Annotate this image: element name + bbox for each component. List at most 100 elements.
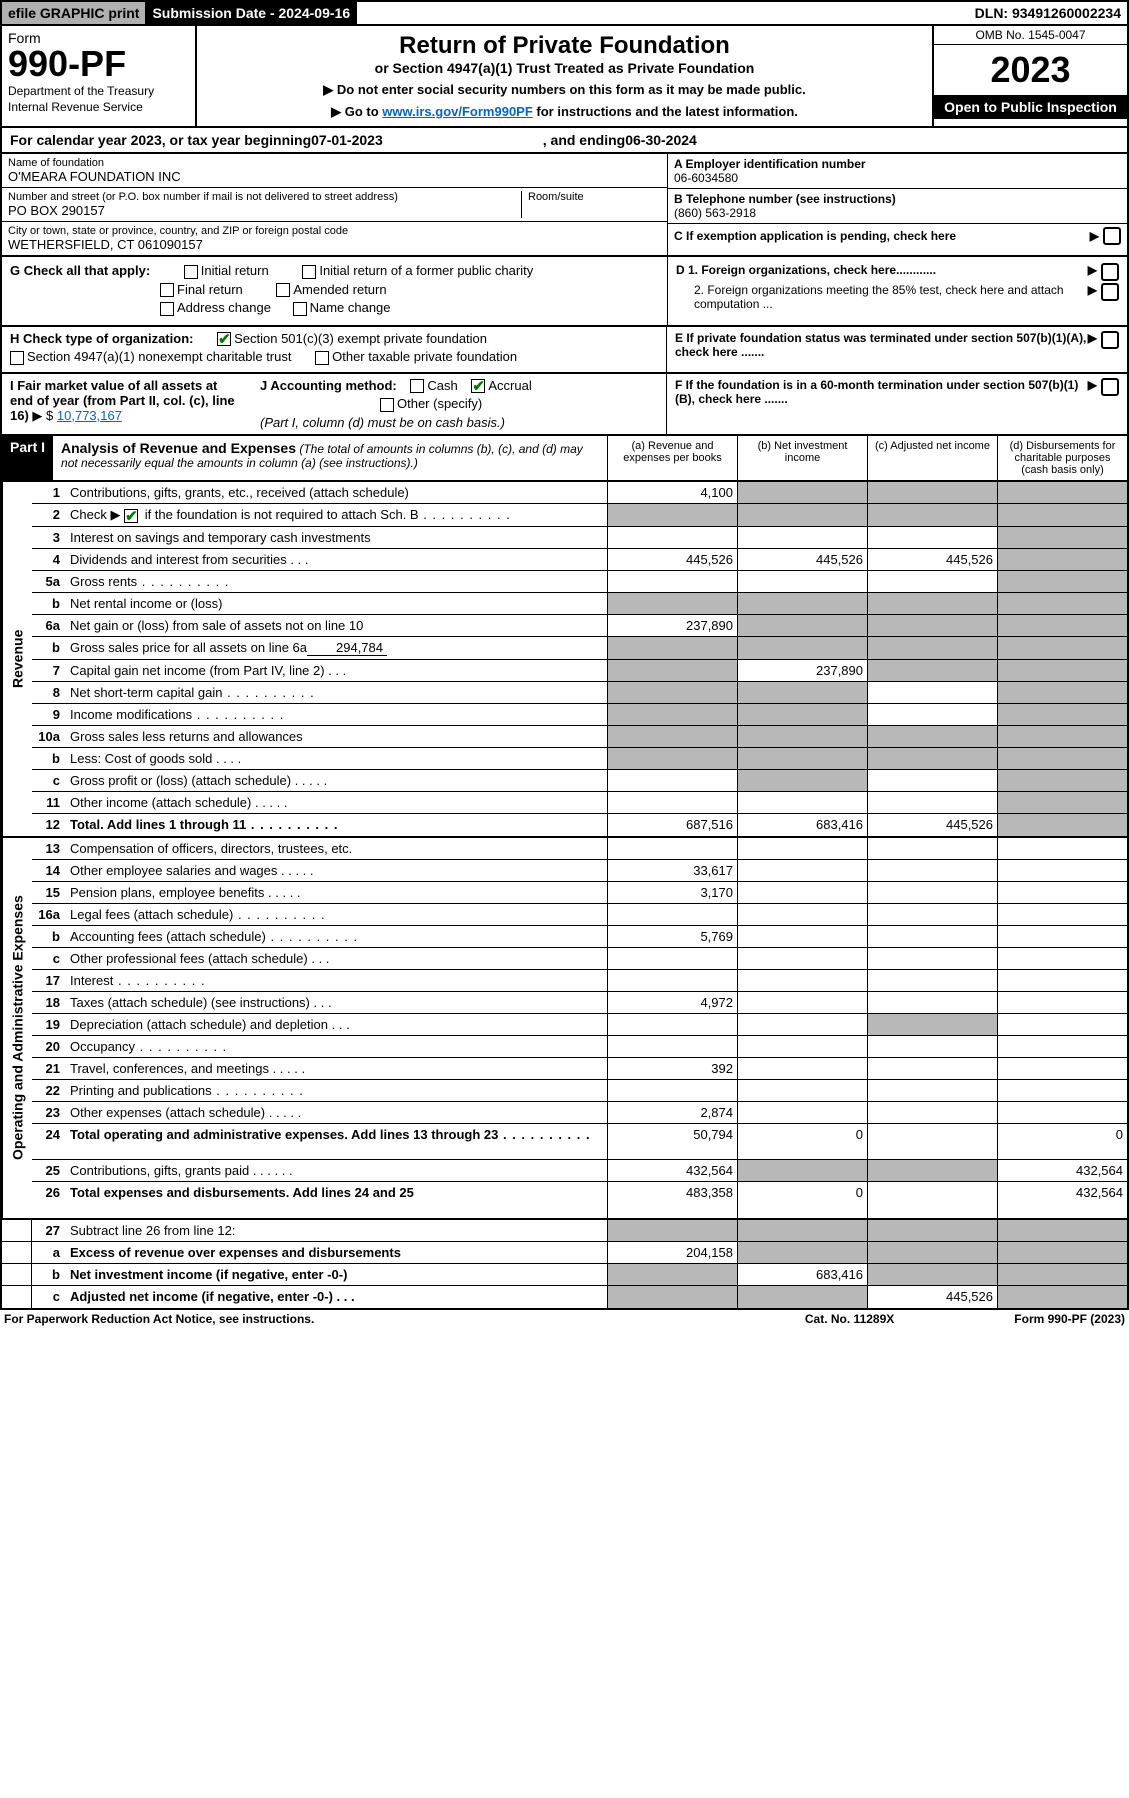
d1-checkbox[interactable] bbox=[1101, 263, 1119, 281]
entity-section: Name of foundation O'MEARA FOUNDATION IN… bbox=[0, 154, 1129, 257]
cal-end: 06-30-2024 bbox=[625, 132, 697, 148]
revenue-section: Revenue 1Contributions, gifts, grants, e… bbox=[0, 482, 1129, 838]
line-8-num: 8 bbox=[32, 682, 66, 703]
line-5a-desc: Gross rents bbox=[66, 571, 607, 592]
line-6a-desc: Net gain or (loss) from sale of assets n… bbox=[66, 615, 607, 636]
opex-side-label: Operating and Administrative Expenses bbox=[2, 838, 32, 1218]
c-checkbox[interactable] bbox=[1103, 227, 1121, 245]
line-7-num: 7 bbox=[32, 660, 66, 681]
line-16c-desc: Other professional fees (attach schedule… bbox=[66, 948, 607, 969]
other-method-checkbox[interactable] bbox=[380, 398, 394, 412]
line-25-desc: Contributions, gifts, grants paid . . . … bbox=[66, 1160, 607, 1181]
cal-mid: , and ending bbox=[543, 132, 625, 148]
goto-post: for instructions and the latest informat… bbox=[533, 104, 798, 119]
final-return-checkbox[interactable] bbox=[160, 283, 174, 297]
line-12-num: 12 bbox=[32, 814, 66, 836]
line-14-desc: Other employee salaries and wages . . . … bbox=[66, 860, 607, 881]
line-27c-num: c bbox=[32, 1286, 66, 1308]
line-10b-desc: Less: Cost of goods sold . . . . bbox=[66, 748, 607, 769]
e-checkbox[interactable] bbox=[1101, 331, 1119, 349]
f-checkbox[interactable] bbox=[1101, 378, 1119, 396]
line-21-desc: Travel, conferences, and meetings . . . … bbox=[66, 1058, 607, 1079]
line-14-a: 33,617 bbox=[607, 860, 737, 881]
irs-link[interactable]: www.irs.gov/Form990PF bbox=[382, 104, 533, 119]
line-27b-desc: Net investment income (if negative, ente… bbox=[66, 1264, 607, 1285]
h-label: H Check type of organization: bbox=[10, 331, 193, 346]
line-21-num: 21 bbox=[32, 1058, 66, 1079]
line-10c-desc: Gross profit or (loss) (attach schedule)… bbox=[66, 770, 607, 791]
line-27b-b: 683,416 bbox=[737, 1264, 867, 1285]
line-16b-num: b bbox=[32, 926, 66, 947]
revenue-side-label: Revenue bbox=[2, 482, 32, 836]
amended-checkbox[interactable] bbox=[276, 283, 290, 297]
form-header: Form 990-PF Department of the Treasury I… bbox=[0, 26, 1129, 128]
name-change-label: Name change bbox=[310, 300, 391, 315]
cal-pre: For calendar year 2023, or tax year begi… bbox=[10, 132, 311, 148]
line-2-desc: Check ▶ if the foundation is not require… bbox=[66, 504, 607, 526]
line-23-a: 2,874 bbox=[607, 1102, 737, 1123]
dept-treasury: Department of the Treasury bbox=[8, 84, 189, 98]
addr-change-label: Address change bbox=[177, 300, 271, 315]
part1-label: Part I bbox=[2, 436, 53, 480]
other-tax-checkbox[interactable] bbox=[315, 351, 329, 365]
addr-change-checkbox[interactable] bbox=[160, 302, 174, 316]
line-17-desc: Interest bbox=[66, 970, 607, 991]
line-27c-c: 445,526 bbox=[867, 1286, 997, 1308]
top-bar: efile GRAPHIC print Submission Date - 20… bbox=[0, 0, 1129, 26]
s4947-checkbox[interactable] bbox=[10, 351, 24, 365]
s4947-label: Section 4947(a)(1) nonexempt charitable … bbox=[27, 349, 291, 364]
cal-begin: 07-01-2023 bbox=[311, 132, 383, 148]
line-26-num: 26 bbox=[32, 1182, 66, 1218]
line-12-desc: Total. Add lines 1 through 11 bbox=[66, 814, 607, 836]
goto-note: ▶ Go to www.irs.gov/Form990PF for instru… bbox=[203, 104, 926, 120]
line-16b-a: 5,769 bbox=[607, 926, 737, 947]
line-2-num: 2 bbox=[32, 504, 66, 526]
line-16b-desc: Accounting fees (attach schedule) bbox=[66, 926, 607, 947]
line-23-desc: Other expenses (attach schedule) . . . .… bbox=[66, 1102, 607, 1123]
line-18-desc: Taxes (attach schedule) (see instruction… bbox=[66, 992, 607, 1013]
i-arrow: ▶ $ bbox=[32, 408, 53, 423]
line-14-num: 14 bbox=[32, 860, 66, 881]
accrual-checkbox[interactable] bbox=[471, 379, 485, 393]
line-24-num: 24 bbox=[32, 1124, 66, 1159]
line-27a-num: a bbox=[32, 1242, 66, 1263]
line-8-desc: Net short-term capital gain bbox=[66, 682, 607, 703]
line-25-d: 432,564 bbox=[997, 1160, 1127, 1181]
schb-checkbox[interactable] bbox=[124, 509, 138, 523]
line-11-desc: Other income (attach schedule) . . . . . bbox=[66, 792, 607, 813]
line-16c-num: c bbox=[32, 948, 66, 969]
line-27a-desc: Excess of revenue over expenses and disb… bbox=[66, 1242, 607, 1263]
d2-checkbox[interactable] bbox=[1101, 283, 1119, 301]
line-12-c: 445,526 bbox=[867, 814, 997, 836]
cash-checkbox[interactable] bbox=[410, 379, 424, 393]
amended-label: Amended return bbox=[293, 282, 386, 297]
ij-section: I Fair market value of all assets at end… bbox=[0, 374, 1129, 436]
line-16a-num: 16a bbox=[32, 904, 66, 925]
line-24-a: 50,794 bbox=[607, 1124, 737, 1159]
s501-checkbox[interactable] bbox=[217, 332, 231, 346]
addr-label: Number and street (or P.O. box number if… bbox=[8, 191, 521, 203]
line-26-d: 432,564 bbox=[997, 1182, 1127, 1218]
line-17-num: 17 bbox=[32, 970, 66, 991]
irs-label: Internal Revenue Service bbox=[8, 100, 189, 114]
final-return-label: Final return bbox=[177, 282, 243, 297]
initial-former-checkbox[interactable] bbox=[302, 265, 316, 279]
efile-print-button[interactable]: efile GRAPHIC print bbox=[2, 2, 146, 24]
line-12-a: 687,516 bbox=[607, 814, 737, 836]
g-d-section: G Check all that apply: Initial return I… bbox=[0, 257, 1129, 327]
fmv-value[interactable]: 10,773,167 bbox=[57, 408, 122, 423]
line-10b-num: b bbox=[32, 748, 66, 769]
cat-no: Cat. No. 11289X bbox=[805, 1312, 894, 1326]
name-label: Name of foundation bbox=[8, 157, 661, 169]
line-4-b: 445,526 bbox=[737, 549, 867, 570]
line-19-num: 19 bbox=[32, 1014, 66, 1035]
initial-return-checkbox[interactable] bbox=[184, 265, 198, 279]
name-change-checkbox[interactable] bbox=[293, 302, 307, 316]
line-12-b: 683,416 bbox=[737, 814, 867, 836]
line-13-num: 13 bbox=[32, 838, 66, 859]
line-10a-desc: Gross sales less returns and allowances bbox=[66, 726, 607, 747]
line-3-desc: Interest on savings and temporary cash i… bbox=[66, 527, 607, 548]
initial-return-label: Initial return bbox=[201, 263, 269, 278]
tax-year: 2023 bbox=[934, 45, 1127, 95]
other-tax-label: Other taxable private foundation bbox=[332, 349, 517, 364]
